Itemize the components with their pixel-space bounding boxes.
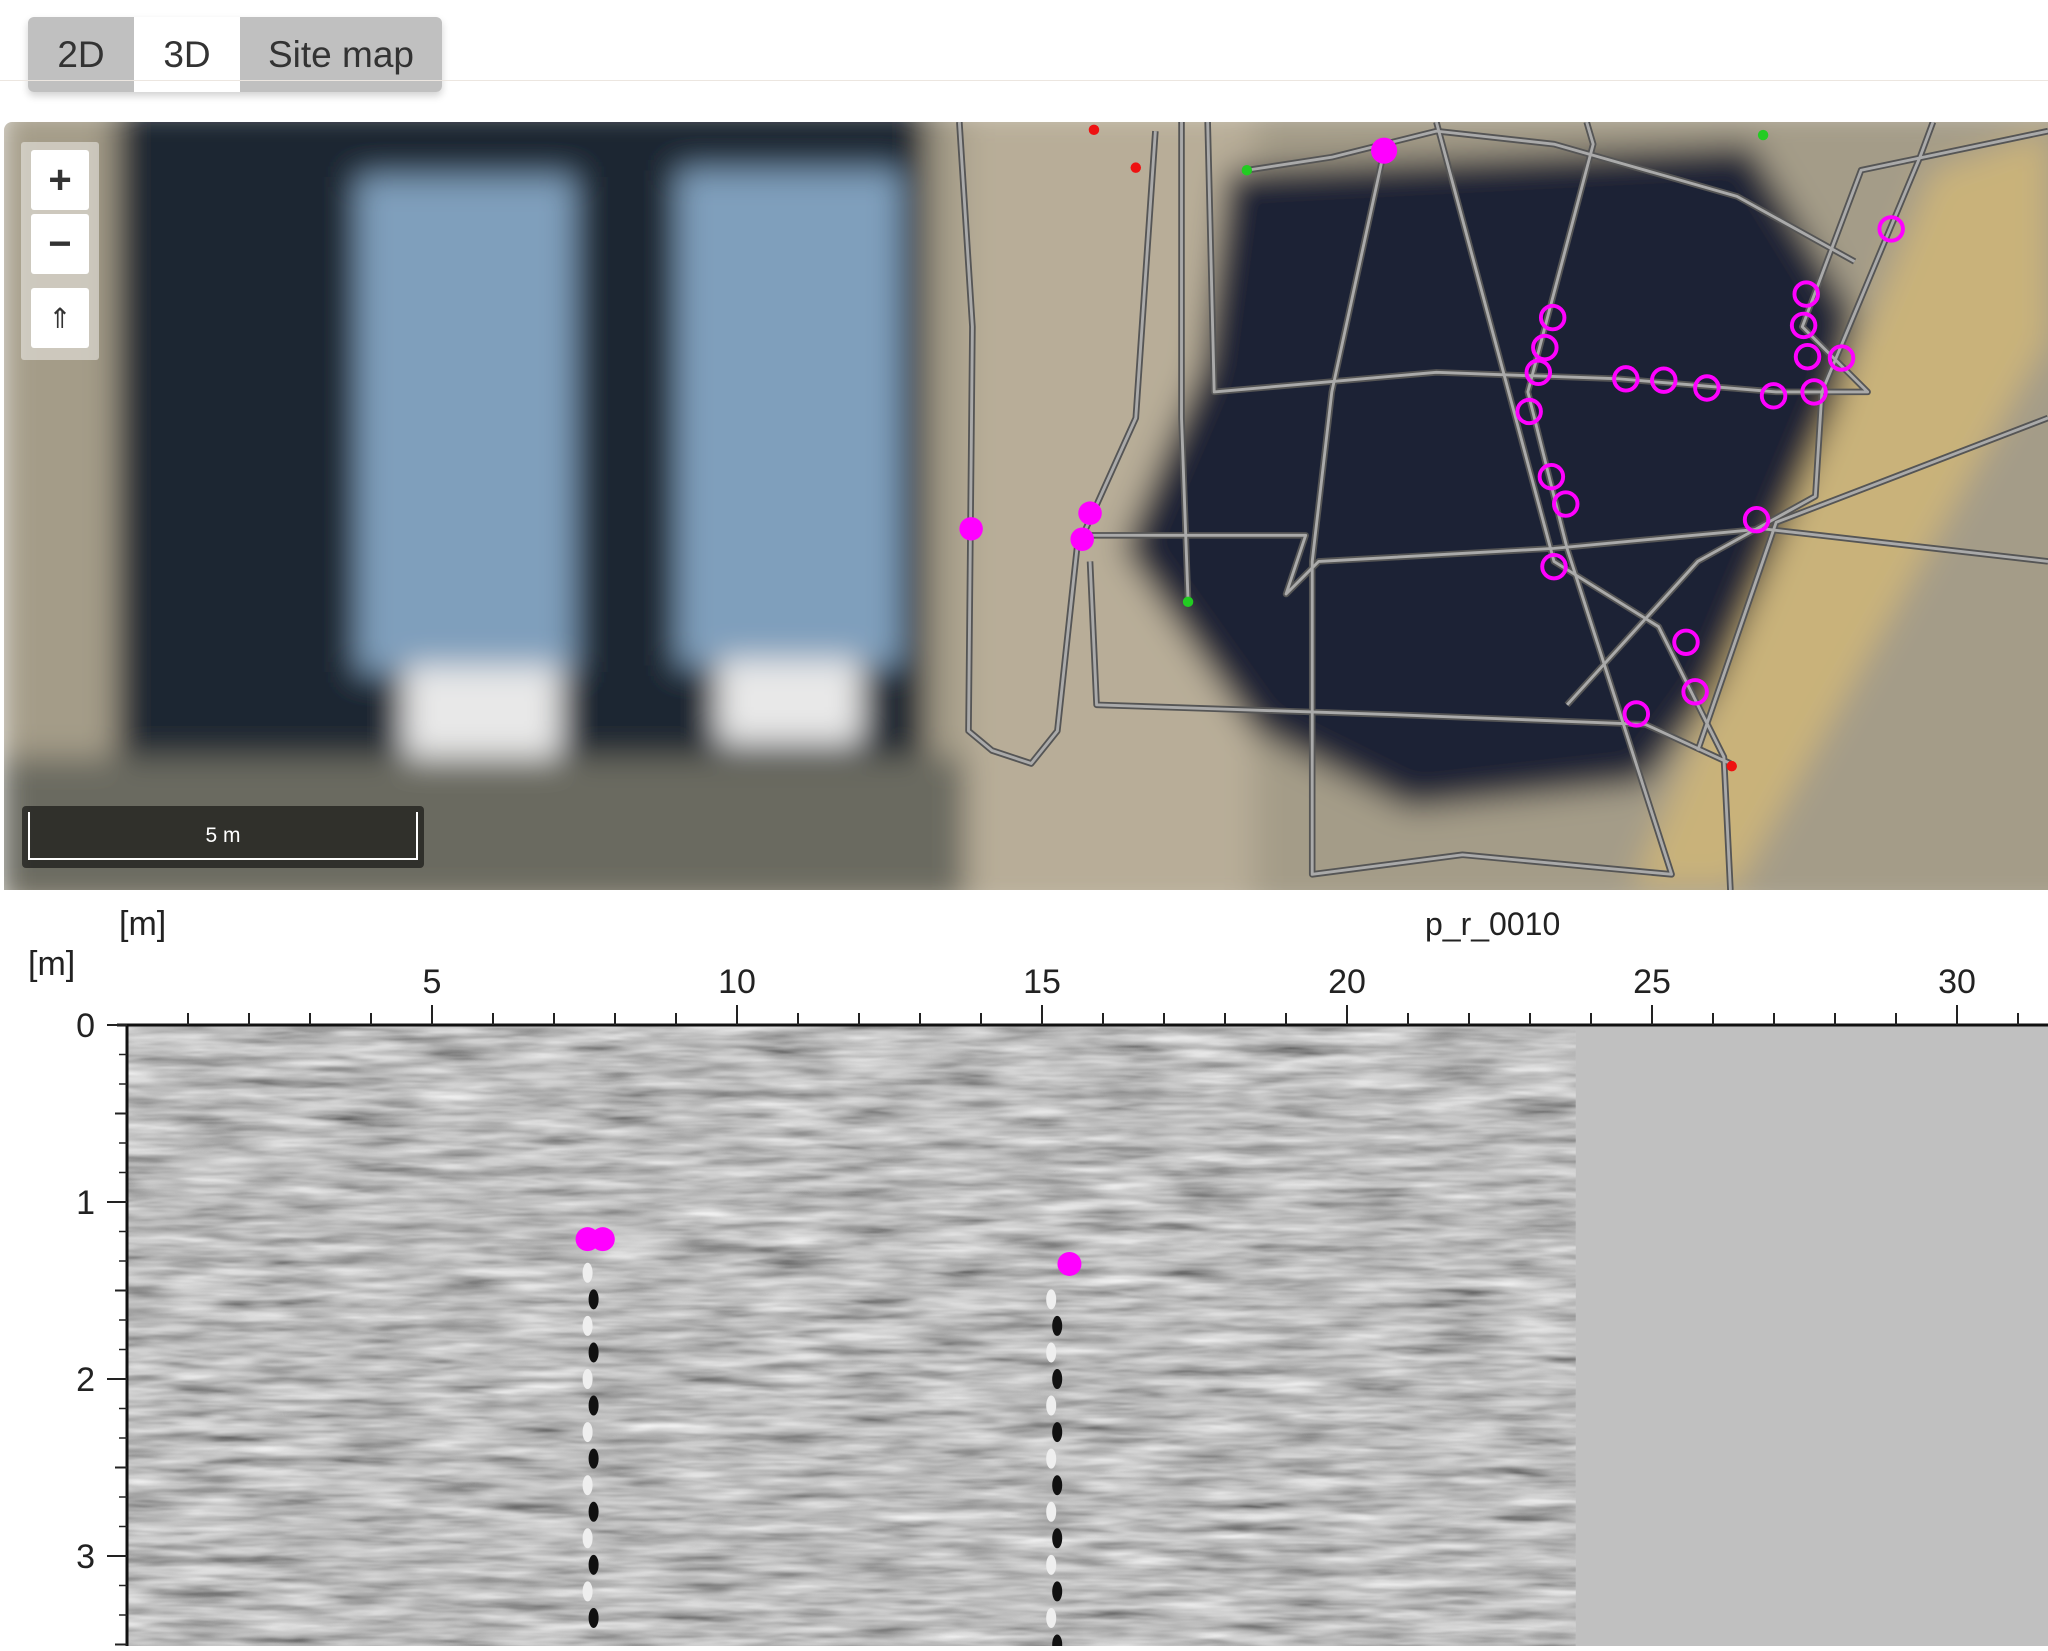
reflection-band: [582, 1262, 593, 1283]
track-end-points: [1088, 124, 1737, 772]
zoom-in-icon: +: [48, 157, 72, 202]
x-tick-label: 15: [1023, 963, 1061, 1001]
radargram-image: [127, 1025, 1576, 1651]
track-start-points: [1182, 129, 1769, 608]
reflection-band: [588, 1289, 599, 1310]
y-tick-label: 0: [76, 1007, 95, 1045]
reflection-band: [1046, 1501, 1057, 1522]
reflection-band: [582, 1581, 593, 1602]
x-axis-unit: [m]: [119, 905, 167, 943]
x-tick-label: 25: [1633, 963, 1671, 1001]
tab-2d[interactable]: 2D: [28, 17, 134, 92]
reflection-band: [1046, 1448, 1057, 1469]
radargram[interactable]: 5 10 15 20 25 30 0 1 2 3: [0, 890, 2048, 1651]
zoom-out-button[interactable]: −: [31, 214, 89, 274]
tab-site-map[interactable]: Site map: [240, 17, 442, 92]
reflection-band: [1052, 1581, 1063, 1602]
y-tick-label: 3: [76, 1538, 95, 1576]
tab-3d[interactable]: 3D: [134, 17, 240, 92]
profile-marker: [1057, 1251, 1082, 1276]
scale-line: [28, 812, 418, 860]
scale-label: 5 m: [205, 824, 241, 847]
aerial-imagery: [4, 122, 2048, 890]
reflection-band: [1046, 1607, 1057, 1628]
tab-divider: [0, 80, 2048, 81]
reflection-band: [1046, 1289, 1057, 1310]
x-tick-label: 20: [1328, 963, 1366, 1001]
zoom-in-button[interactable]: +: [31, 150, 89, 210]
x-tick-label: 30: [1938, 963, 1976, 1001]
y-tick-label: 2: [76, 1361, 95, 1399]
reflection-band: [588, 1501, 599, 1522]
reflection-band: [1052, 1528, 1063, 1549]
reflection-band: [1046, 1342, 1057, 1363]
profile-title: p_r_0010: [1425, 906, 1561, 942]
reflection-band: [582, 1315, 593, 1336]
reflection-band: [588, 1448, 599, 1469]
reflection-band: [582, 1528, 593, 1549]
map-zoom-controls: + − ⇑: [21, 142, 99, 360]
home-arrow-icon: ⇑: [48, 302, 72, 334]
reflection-band: [1046, 1554, 1057, 1575]
reflection-band: [1052, 1422, 1063, 1443]
profile-marker: [590, 1227, 615, 1252]
ring-markers[interactable]: [1515, 215, 1905, 728]
reflection-band: [588, 1342, 599, 1363]
y-axis-unit: [m]: [28, 945, 76, 983]
no-data-area: [1575, 1025, 2048, 1651]
reflection-band: [588, 1395, 599, 1416]
reflection-band: [588, 1607, 599, 1628]
reflection-band: [1046, 1395, 1057, 1416]
map-scale-bar: 5 m: [22, 806, 424, 868]
site-map[interactable]: [4, 122, 2048, 890]
x-tick-label: 5: [423, 963, 442, 1001]
y-tick-label: 1: [76, 1184, 95, 1222]
reset-view-button[interactable]: ⇑: [31, 288, 89, 348]
reflection-band: [582, 1369, 593, 1389]
filled-markers[interactable]: [959, 137, 1398, 551]
reflection-band: [1052, 1315, 1063, 1336]
map-canvas[interactable]: [4, 122, 2048, 890]
x-tick-label: 10: [718, 963, 756, 1001]
radargram-panel[interactable]: 5 10 15 20 25 30 0 1 2 3: [0, 890, 2048, 1651]
view-tabs: 2D 3D Site map: [28, 17, 442, 92]
reflection-band: [582, 1475, 593, 1496]
reflection-band: [1052, 1369, 1063, 1389]
reflection-band: [588, 1554, 599, 1575]
reflection-band: [1052, 1475, 1063, 1496]
reflection-band: [582, 1422, 593, 1443]
zoom-out-icon: −: [48, 221, 72, 266]
